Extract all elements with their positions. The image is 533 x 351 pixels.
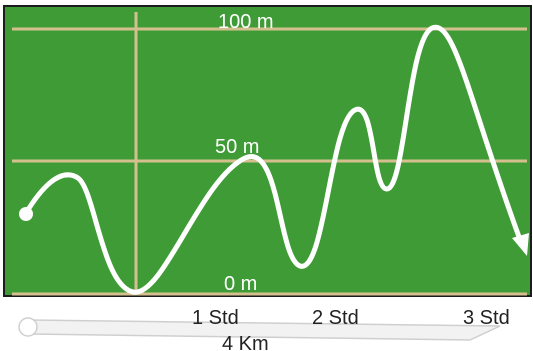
height-label-mid: 50 m bbox=[215, 136, 259, 158]
time-label-1: 1 Std bbox=[192, 307, 239, 329]
height-label-bottom: 0 m bbox=[224, 273, 257, 295]
distance-start-marker bbox=[18, 317, 38, 337]
start-point bbox=[19, 207, 33, 221]
elevation-path bbox=[23, 24, 525, 295]
profile-field bbox=[3, 5, 532, 297]
time-label-3: 3 Std bbox=[463, 307, 510, 329]
height-label-top: 100 m bbox=[218, 11, 274, 33]
end-arrow-head bbox=[512, 233, 529, 256]
time-label-2: 2 Std bbox=[312, 307, 359, 329]
distance-label: 4 Km bbox=[222, 333, 269, 351]
